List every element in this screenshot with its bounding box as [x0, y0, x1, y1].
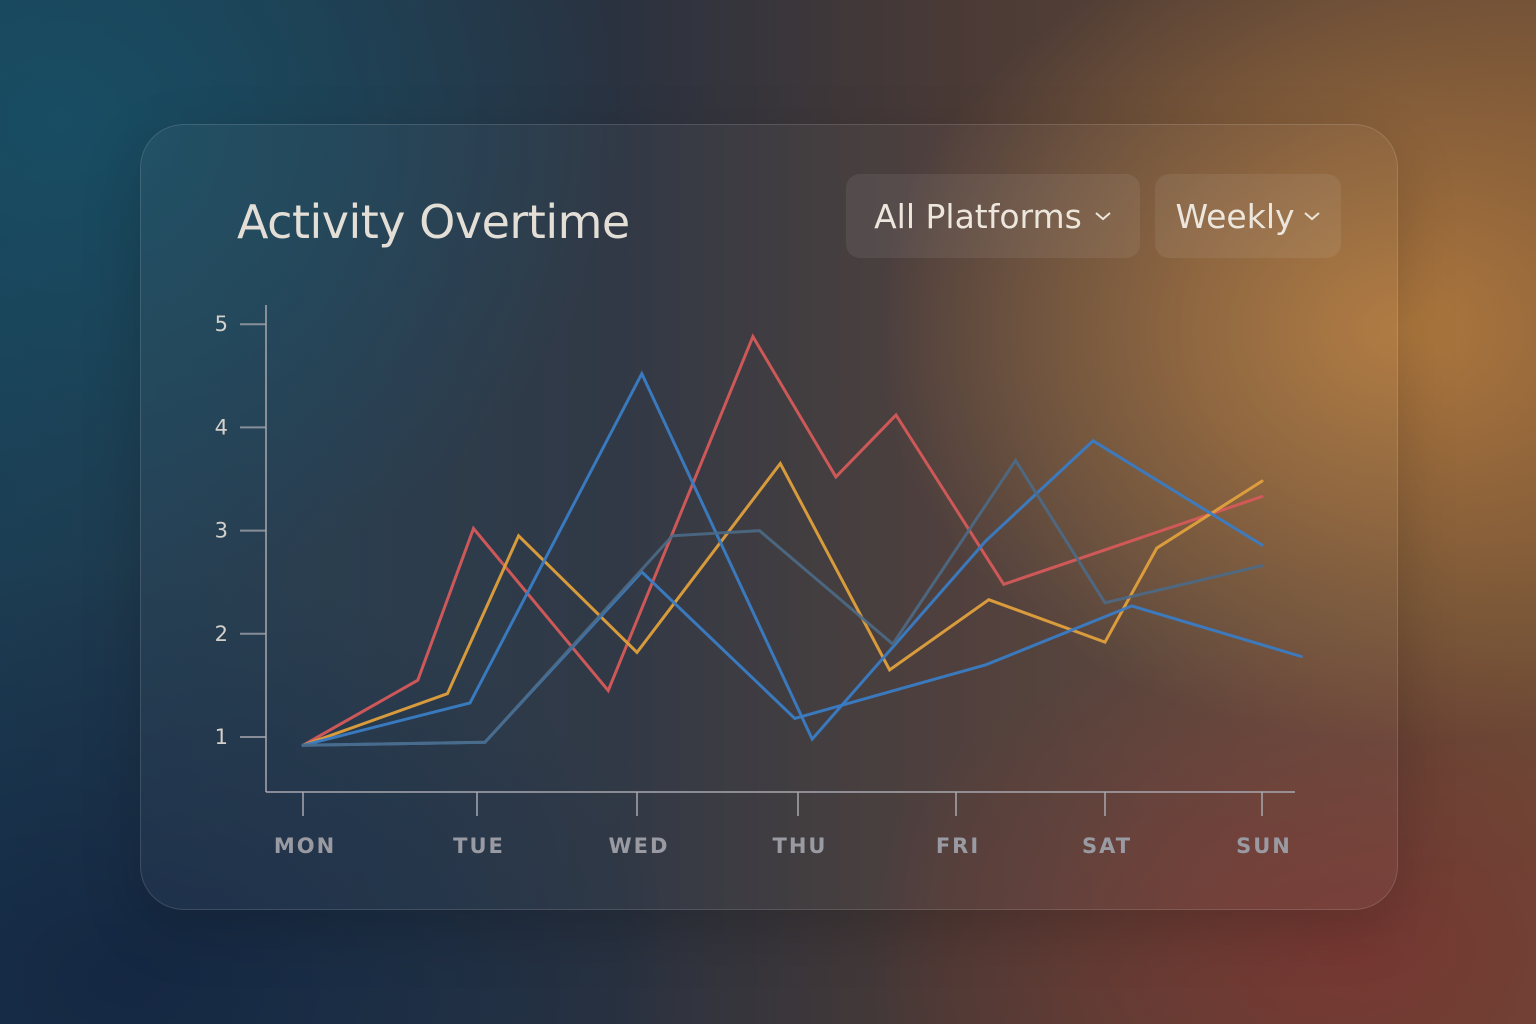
x-tick-label: SAT	[1082, 834, 1132, 858]
platform-dropdown-label: All Platforms	[874, 196, 1082, 236]
page-title: Activity Overtime	[237, 195, 630, 249]
y-tick-label: 3	[215, 519, 228, 543]
chart-card	[140, 124, 1398, 910]
x-tick-label: MON	[274, 834, 336, 858]
y-tick-label: 1	[215, 725, 228, 749]
y-tick-label: 2	[215, 622, 228, 646]
x-tick-label: WED	[609, 834, 670, 858]
chart-axes	[240, 305, 1295, 816]
series-line-1	[301, 333, 1264, 747]
period-dropdown-label: Weekly	[1175, 196, 1295, 236]
chart-tick-labels: 1 2 3 4 5 MON TUE WED THU FRI SAT SUN	[215, 312, 1292, 858]
series-line-3	[301, 370, 1264, 747]
platform-dropdown[interactable]: All Platforms	[846, 174, 1140, 258]
chevron-down-icon	[1095, 212, 1111, 221]
chart-series	[301, 333, 1303, 747]
x-tick-label: FRI	[936, 834, 980, 858]
chevron-down-icon	[1303, 212, 1320, 221]
period-dropdown[interactable]: Weekly	[1155, 174, 1341, 258]
y-tick-label: 4	[215, 415, 228, 439]
x-tick-label: THU	[773, 834, 828, 858]
series-line-5	[301, 457, 1264, 747]
x-tick-label: TUE	[453, 834, 505, 858]
y-tick-label: 5	[215, 312, 228, 336]
series-line-2	[301, 460, 1264, 747]
x-tick-label: SUN	[1236, 834, 1292, 858]
